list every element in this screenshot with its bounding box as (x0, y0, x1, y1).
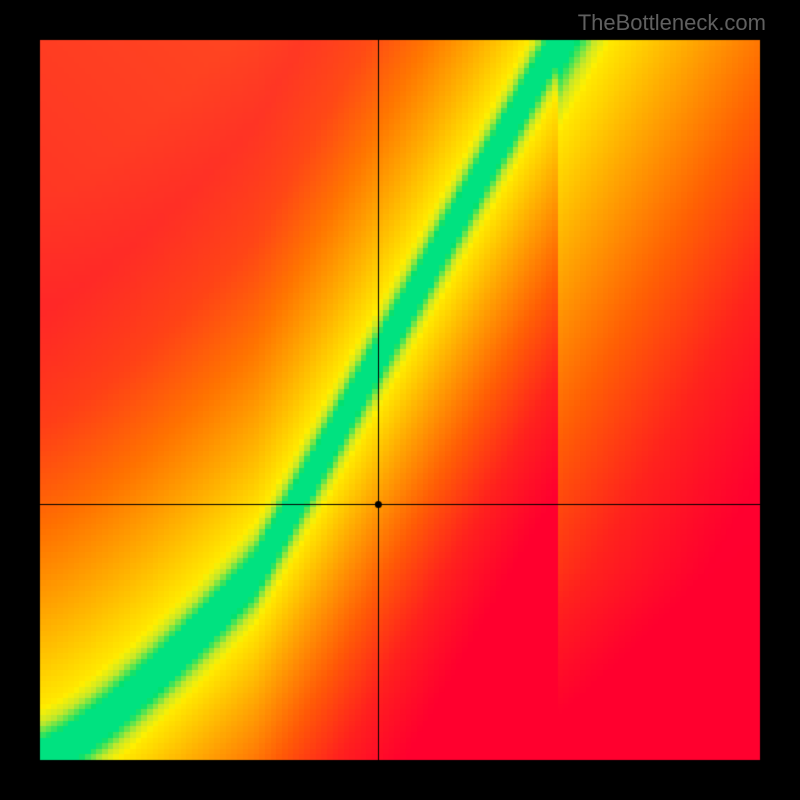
chart-container: { "watermark": { "text": "TheBottleneck.… (0, 0, 800, 800)
bottleneck-heatmap (0, 0, 800, 800)
